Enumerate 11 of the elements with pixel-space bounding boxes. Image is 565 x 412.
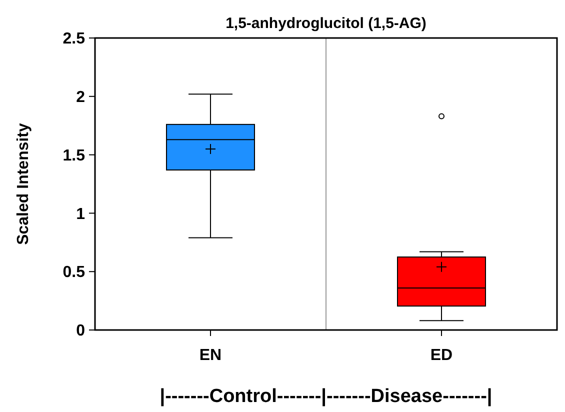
y-tick-label: 2.5 [62, 30, 86, 48]
y-tick-label: 1.5 [62, 147, 86, 164]
y-tick-label: 1 [76, 206, 86, 223]
y-tick-label: 0.5 [62, 264, 86, 282]
text: |-------Control-------|-------Disease-------| [160, 386, 492, 407]
y-tick-label: 2 [76, 89, 86, 106]
chart-title: 1,5-anhydroglucitol (1,5-AG) [226, 15, 426, 32]
x-tick-label: EN [199, 347, 222, 364]
x-tick-label: ED [430, 347, 453, 364]
y-axis-title: Scaled Intensity [15, 122, 32, 245]
y-tick-label: 0 [76, 322, 86, 340]
